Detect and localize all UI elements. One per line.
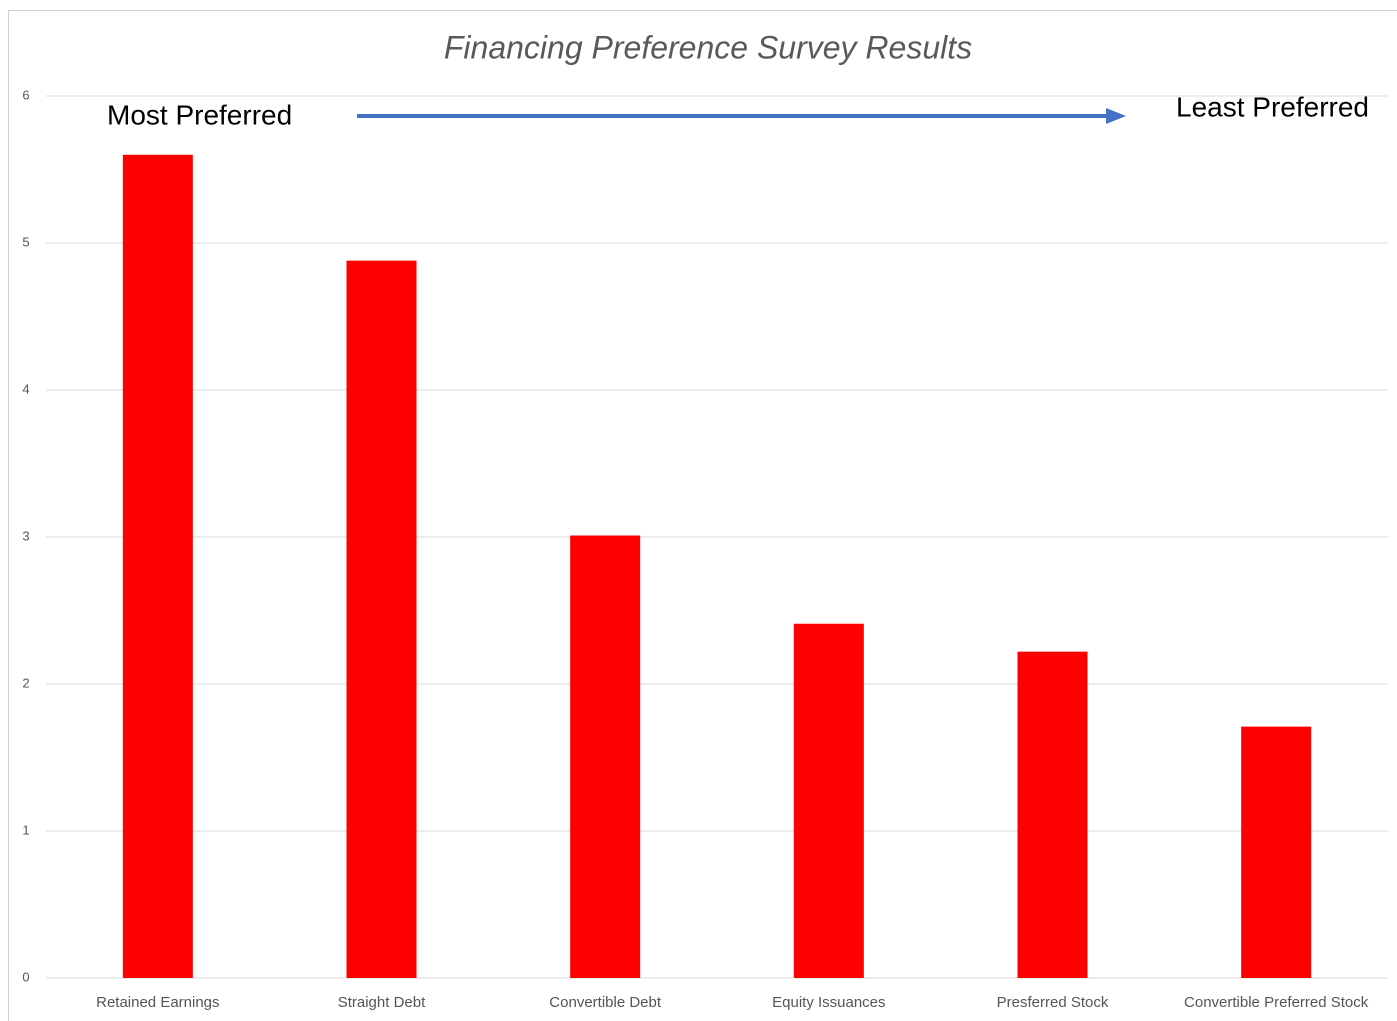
bar: [570, 535, 641, 978]
y-tick-label: 0: [22, 969, 29, 984]
arrow-head: [1106, 108, 1126, 124]
chart-border: [8, 10, 1397, 1021]
x-tick-label: Presferred Stock: [997, 994, 1109, 1011]
y-tick-label: 1: [22, 822, 29, 837]
bar: [1017, 651, 1088, 978]
bar: [122, 154, 193, 979]
y-tick-label: 3: [22, 528, 29, 543]
bar: [346, 260, 417, 978]
bar: [793, 623, 864, 978]
y-tick-label: 5: [22, 234, 29, 249]
bar: [1241, 726, 1312, 978]
x-tick-label: Straight Debt: [338, 994, 426, 1011]
annotation: Least Preferred: [1176, 91, 1369, 122]
x-tick-label: Convertible Debt: [549, 994, 662, 1011]
y-tick-label: 4: [22, 381, 29, 396]
y-tick-label: 2: [22, 675, 29, 690]
y-tick-label: 6: [22, 87, 29, 102]
x-tick-label: Equity Issuances: [772, 994, 885, 1011]
x-tick-label: Retained Earnings: [96, 994, 219, 1011]
x-tick-label: Convertible Preferred Stock: [1184, 994, 1369, 1011]
annotation: Most Preferred: [107, 99, 292, 130]
chart-title: Financing Preference Survey Results: [444, 29, 972, 65]
